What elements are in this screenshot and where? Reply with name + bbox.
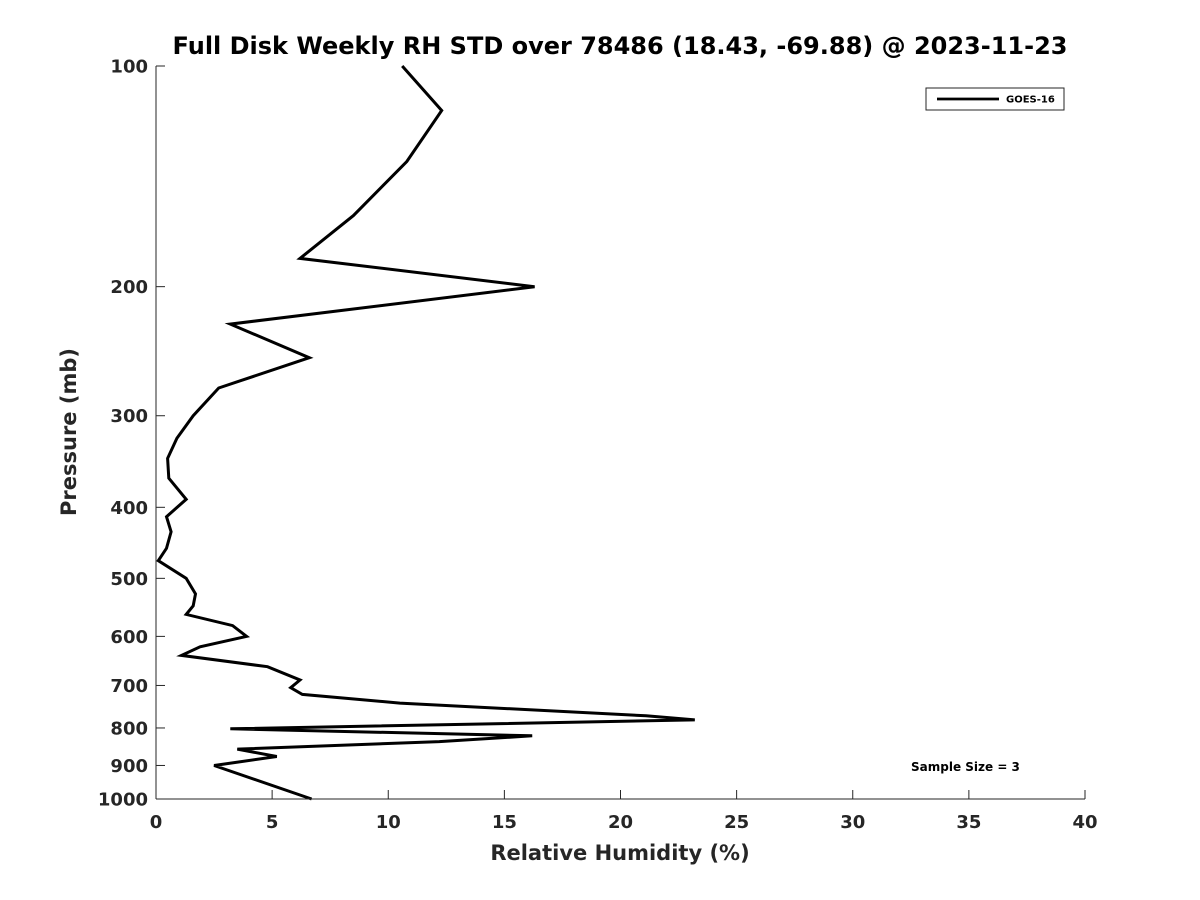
chart-title: Full Disk Weekly RH STD over 78486 (18.4… (173, 32, 1068, 60)
x-tick-label: 25 (724, 812, 749, 833)
y-tick-label: 1000 (98, 790, 148, 811)
y-tick-label: 200 (110, 277, 148, 298)
y-tick-label: 400 (110, 498, 148, 519)
series-layer (156, 65, 695, 801)
x-axis-label: Relative Humidity (%) (490, 841, 749, 865)
x-tick-label: 0 (150, 812, 163, 833)
y-tick-label: 700 (110, 676, 148, 697)
y-tick-label: 900 (110, 756, 148, 777)
sample-size-annotation: Sample Size = 3 (911, 760, 1020, 774)
x-tick-label: 10 (376, 812, 401, 833)
legend-entry-goes-16: GOES-16 (1006, 95, 1055, 106)
y-tick-label: 600 (110, 627, 148, 648)
series-line-goes-16 (156, 65, 695, 801)
y-axis-label: Pressure (mb) (57, 348, 81, 516)
x-tick-label: 30 (840, 812, 865, 833)
x-tick-label: 5 (266, 812, 279, 833)
x-tick-label: 35 (956, 812, 981, 833)
x-tick-label: 20 (608, 812, 633, 833)
plot-area: 0 5 10 15 20 25 30 35 40 100 200 300 400 500 600 700 80… (98, 57, 1098, 834)
y-tick-label: 800 (110, 718, 148, 739)
y-axis-ticks: 100 200 300 400 500 600 700 800 900 1000 (98, 57, 165, 811)
x-tick-label: 40 (1072, 812, 1097, 833)
x-tick-label: 15 (492, 812, 517, 833)
legend: GOES-16 (925, 87, 1065, 111)
x-axis-ticks: 0 5 10 15 20 25 30 35 40 (150, 790, 1098, 833)
y-tick-label: 100 (110, 57, 148, 78)
y-tick-label: 300 (110, 406, 148, 427)
y-tick-label: 500 (110, 569, 148, 590)
